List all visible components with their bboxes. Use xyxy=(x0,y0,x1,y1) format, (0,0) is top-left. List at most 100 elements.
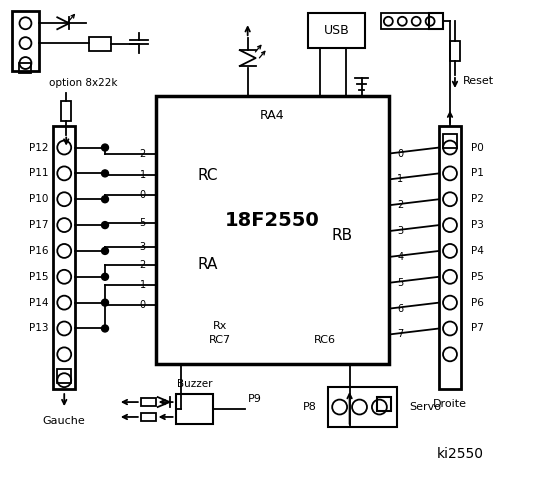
Text: Rx: Rx xyxy=(213,322,227,332)
Bar xyxy=(18,63,32,73)
Bar xyxy=(308,13,366,48)
Circle shape xyxy=(102,144,108,151)
Circle shape xyxy=(443,218,457,232)
Circle shape xyxy=(102,196,108,203)
Text: Gauche: Gauche xyxy=(43,416,86,426)
Text: USB: USB xyxy=(324,24,349,37)
Text: P15: P15 xyxy=(29,272,48,282)
Circle shape xyxy=(58,322,71,336)
Bar xyxy=(89,37,111,51)
Circle shape xyxy=(443,322,457,336)
Circle shape xyxy=(58,296,71,310)
Text: 0: 0 xyxy=(140,300,146,310)
Circle shape xyxy=(412,17,421,26)
Text: RC6: RC6 xyxy=(314,336,336,346)
Text: P3: P3 xyxy=(471,220,484,230)
Text: P6: P6 xyxy=(471,298,484,308)
Text: 1: 1 xyxy=(140,170,146,180)
Circle shape xyxy=(102,325,108,332)
Text: 0: 0 xyxy=(397,148,404,158)
Text: 3: 3 xyxy=(140,242,146,252)
Text: P5: P5 xyxy=(471,272,484,282)
Text: RA4: RA4 xyxy=(260,109,285,122)
Bar xyxy=(439,126,461,389)
Text: P8: P8 xyxy=(303,402,317,412)
Circle shape xyxy=(102,222,108,228)
Text: P16: P16 xyxy=(29,246,48,256)
Text: 5: 5 xyxy=(139,218,146,228)
Circle shape xyxy=(58,141,71,155)
Text: P12: P12 xyxy=(29,143,48,153)
Text: P4: P4 xyxy=(471,246,484,256)
Circle shape xyxy=(19,57,32,69)
Circle shape xyxy=(58,270,71,284)
Text: RC: RC xyxy=(197,168,218,183)
Bar xyxy=(156,96,389,364)
Text: 0: 0 xyxy=(140,190,146,200)
Circle shape xyxy=(58,192,71,206)
Bar xyxy=(443,133,457,147)
Text: 1: 1 xyxy=(397,174,404,184)
Text: RA: RA xyxy=(197,257,217,272)
Circle shape xyxy=(58,373,71,387)
Circle shape xyxy=(19,37,32,49)
Circle shape xyxy=(102,299,108,306)
Circle shape xyxy=(332,399,347,415)
Circle shape xyxy=(426,17,435,26)
Text: 2: 2 xyxy=(139,148,146,158)
Bar xyxy=(176,394,213,424)
Circle shape xyxy=(102,273,108,280)
Circle shape xyxy=(443,141,457,155)
Text: Buzzer: Buzzer xyxy=(177,379,212,389)
Text: P1: P1 xyxy=(471,168,484,179)
Text: option 8x22k: option 8x22k xyxy=(49,78,118,88)
Text: 18F2550: 18F2550 xyxy=(225,211,320,229)
Circle shape xyxy=(352,399,367,415)
Text: P11: P11 xyxy=(29,168,48,179)
Circle shape xyxy=(443,296,457,310)
Text: 6: 6 xyxy=(397,304,404,313)
Text: P7: P7 xyxy=(471,324,484,334)
Text: Droite: Droite xyxy=(433,399,467,409)
Bar xyxy=(58,369,71,383)
Circle shape xyxy=(19,17,32,29)
Text: 4: 4 xyxy=(397,252,404,262)
Text: P0: P0 xyxy=(471,143,484,153)
Bar xyxy=(12,12,39,71)
Text: 3: 3 xyxy=(397,226,404,236)
Text: Reset: Reset xyxy=(463,76,494,86)
Circle shape xyxy=(372,399,387,415)
Circle shape xyxy=(443,192,457,206)
Text: Servo: Servo xyxy=(409,402,441,412)
Circle shape xyxy=(398,17,407,26)
Text: 2: 2 xyxy=(139,260,146,270)
Bar xyxy=(53,126,75,389)
Bar xyxy=(450,41,460,61)
Text: P14: P14 xyxy=(29,298,48,308)
Text: 5: 5 xyxy=(397,278,404,288)
Text: P10: P10 xyxy=(29,194,48,204)
Text: 7: 7 xyxy=(397,329,404,339)
Bar xyxy=(382,13,443,29)
Text: 2: 2 xyxy=(397,200,404,210)
Circle shape xyxy=(58,348,71,361)
Bar xyxy=(61,101,71,120)
Bar xyxy=(141,398,156,406)
Circle shape xyxy=(443,167,457,180)
Text: P2: P2 xyxy=(471,194,484,204)
Text: ki2550: ki2550 xyxy=(437,447,484,461)
Bar xyxy=(141,413,156,421)
Text: RC7: RC7 xyxy=(209,336,231,346)
Circle shape xyxy=(443,244,457,258)
Circle shape xyxy=(58,218,71,232)
Bar xyxy=(377,397,392,411)
Text: RB: RB xyxy=(331,228,352,242)
Circle shape xyxy=(443,270,457,284)
Bar xyxy=(328,387,397,427)
Text: P9: P9 xyxy=(248,394,262,404)
Bar xyxy=(429,13,443,29)
Circle shape xyxy=(102,248,108,254)
Circle shape xyxy=(443,348,457,361)
Text: P17: P17 xyxy=(29,220,48,230)
Circle shape xyxy=(58,167,71,180)
